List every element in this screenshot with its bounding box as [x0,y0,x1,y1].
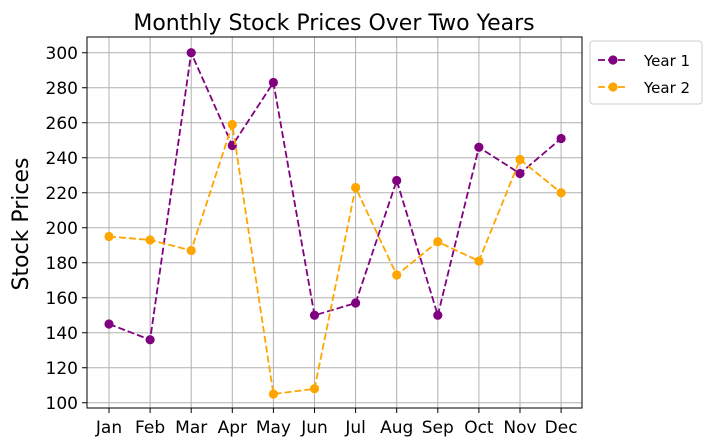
x-tick-label: Feb [135,418,165,438]
x-tick-label: May [256,418,291,438]
x-tick-label: Jul [344,418,366,438]
y-axis-label: Stock Prices [9,157,34,290]
data-point-year-1 [104,319,114,329]
data-point-year-1 [145,335,155,345]
data-point-year-1 [515,168,525,179]
legend-label-year-1: Year 1 [643,52,690,70]
data-point-year-2 [392,270,402,280]
series-line-year-2 [108,124,562,396]
data-point-year-2 [145,235,155,245]
data-point-year-1 [433,310,443,320]
data-point-year-1 [474,142,484,152]
data-point-year-1 [268,77,278,88]
data-point-year-2 [186,245,196,256]
y-tick-label: 200 [46,219,78,239]
y-tick-label: 300 [46,44,78,64]
axes: 100 120 140 160 180 200 220 240 260 280 300 Jan Feb M… [46,44,578,438]
y-tick-label: 220 [46,184,78,204]
legend-label-year-2: Year 2 [643,79,690,97]
chart-title: Monthly Stock Prices Over Two Years [133,11,534,36]
series-layer [104,48,566,399]
y-tick-label: 180 [46,254,78,274]
x-tick-label: Sep [422,418,454,438]
data-point-year-2 [474,256,484,266]
x-tick-label: Apr [218,418,247,438]
legend-box [589,40,703,105]
series-line-year-1 [108,49,562,342]
data-point-year-2 [556,188,566,198]
x-tick-label: Mar [175,418,207,438]
legend-marker-year-2 [608,82,618,92]
legend-marker-year-1 [608,55,618,65]
legend: Year 1 Year 2 [589,40,703,105]
y-tick-label: 140 [46,324,78,344]
y-tick-label: 240 [46,149,78,169]
data-point-year-1 [309,310,320,320]
data-point-year-1 [351,298,361,308]
data-point-year-2 [227,119,237,130]
data-point-year-1 [556,133,566,144]
x-tick-label: Jun [300,418,328,438]
x-tick-label: Oct [464,418,494,438]
grid [87,37,582,408]
y-tick-label: 120 [46,359,78,379]
data-point-year-2 [515,154,525,165]
plot-area [86,36,583,409]
y-tick-label: 100 [46,394,78,414]
x-tick-label: Dec [545,418,578,438]
data-point-year-1 [392,175,402,186]
y-tick-label: 280 [46,79,78,99]
y-tick-label: 160 [46,289,78,309]
data-point-year-2 [268,389,278,399]
data-point-year-2 [309,384,320,394]
data-point-year-1 [186,48,196,58]
data-point-year-2 [433,237,443,247]
data-point-year-2 [104,231,114,242]
x-tick-label: Jan [95,418,122,438]
x-tick-label: Nov [503,418,536,438]
x-tick-label: Aug [380,418,413,438]
y-tick-label: 260 [46,114,78,134]
data-point-year-2 [351,182,361,193]
